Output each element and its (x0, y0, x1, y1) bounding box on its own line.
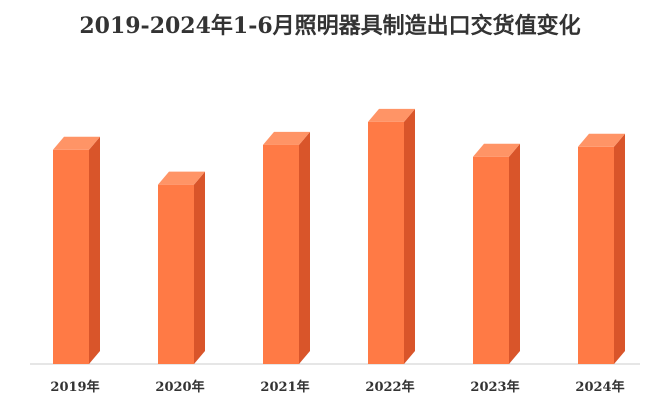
bar-5 (473, 143, 520, 364)
bar-side-3 (299, 131, 310, 364)
x-tick-label-6: 2024年 (575, 379, 624, 395)
bar-side-2 (194, 171, 205, 364)
bar-1 (53, 136, 100, 364)
bar-6 (578, 133, 625, 364)
bar-front-4 (368, 121, 404, 365)
bar-4 (368, 108, 415, 365)
bar-front-6 (578, 146, 614, 364)
bar-top-1 (53, 136, 100, 150)
bar-2 (158, 171, 205, 364)
bar-front-2 (158, 184, 194, 364)
x-tick-label-5: 2023年 (470, 379, 519, 395)
bar-3 (263, 131, 310, 364)
bar-front-1 (53, 149, 89, 364)
bar-top-3 (263, 131, 310, 145)
bar-side-6 (614, 133, 625, 364)
bar-top-2 (158, 171, 205, 185)
bar-side-5 (509, 143, 520, 364)
bar-top-6 (578, 133, 625, 147)
bar-front-5 (473, 156, 509, 364)
bar-top-5 (473, 143, 520, 157)
x-tick-label-1: 2019年 (50, 379, 99, 395)
bar-top-4 (368, 108, 415, 122)
bar-side-4 (404, 108, 415, 365)
x-tick-label-4: 2022年 (365, 379, 414, 395)
x-tick-label-3: 2021年 (260, 379, 309, 395)
x-tick-label-2: 2020年 (155, 379, 204, 395)
chart-title: 2019-2024年1-6月照明器具制造出口交货值变化 (79, 13, 581, 39)
bar-side-1 (89, 136, 100, 364)
bar-front-3 (263, 144, 299, 364)
